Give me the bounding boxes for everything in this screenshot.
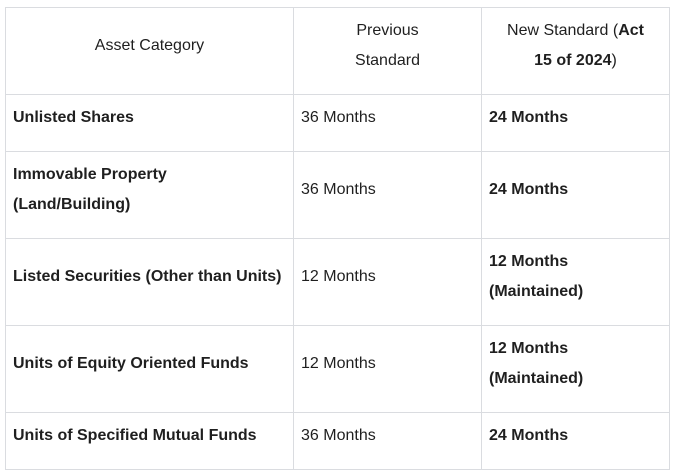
asset-category-cell: Unlisted Shares (5, 94, 294, 152)
table-row: Listed Securities (Other than Units) 12 … (5, 238, 670, 326)
header-previous-standard: Previous Standard (293, 7, 482, 95)
asset-category-cell: Immovable Property (Land/Building) (5, 151, 294, 239)
table-row: Unlisted Shares 36 Months 24 Months (5, 94, 670, 152)
asset-category-cell: Listed Securities (Other than Units) (5, 238, 294, 326)
header-new-standard: New Standard (Act 15 of 2024) (481, 7, 670, 95)
new-standard-cell: 12 Months (Maintained) (481, 238, 670, 326)
header-new-standard-suffix: ) (611, 52, 617, 69)
header-row: Asset Category Previous Standard New Sta… (5, 7, 670, 95)
holding-period-table: Asset Category Previous Standard New Sta… (5, 7, 670, 470)
previous-standard-cell: 12 Months (293, 325, 482, 413)
table-row: Immovable Property (Land/Building) 36 Mo… (5, 151, 670, 239)
new-standard-cell: 24 Months (481, 151, 670, 239)
header-new-standard-prefix: New Standard ( (507, 22, 619, 39)
table-row: Units of Equity Oriented Funds 12 Months… (5, 325, 670, 413)
table-row: Units of Specified Mutual Funds 36 Month… (5, 412, 670, 470)
previous-standard-cell: 36 Months (293, 94, 482, 152)
previous-standard-cell: 36 Months (293, 412, 482, 470)
asset-category-cell: Units of Specified Mutual Funds (5, 412, 294, 470)
asset-category-cell: Units of Equity Oriented Funds (5, 325, 294, 413)
header-asset-category: Asset Category (5, 7, 294, 95)
new-standard-cell: 24 Months (481, 412, 670, 470)
new-standard-cell: 12 Months (Maintained) (481, 325, 670, 413)
previous-standard-cell: 36 Months (293, 151, 482, 239)
new-standard-cell: 24 Months (481, 94, 670, 152)
previous-standard-cell: 12 Months (293, 238, 482, 326)
header-new-standard-act: Act 15 of 2024 (534, 22, 644, 69)
